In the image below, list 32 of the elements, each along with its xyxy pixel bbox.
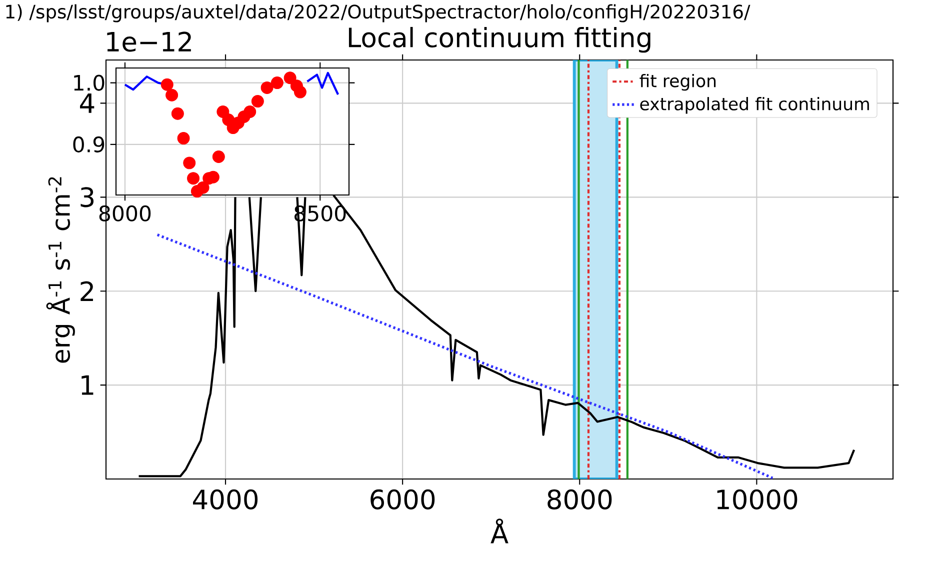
point — [187, 172, 200, 185]
point — [270, 76, 284, 90]
point — [196, 181, 210, 194]
point — [284, 72, 296, 84]
line-series — [156, 233, 774, 479]
ref-line-label: fit region — [640, 74, 716, 91]
text: 1e−12 — [107, 32, 191, 52]
point — [294, 86, 306, 98]
chart-subtitle: 1) /sps/lsst/groups/auxtel/data/2022/OutputSpectractor/holo/configH/20220316/ — [6, 4, 750, 22]
y-tick-label: 3 — [80, 187, 94, 208]
x-tick-label: 6000 — [370, 489, 435, 510]
x-tick-label: 4000 — [193, 489, 258, 510]
y-tick-label: 4 — [80, 94, 94, 113]
y-tick-label: 1 — [82, 375, 94, 395]
point — [260, 81, 274, 94]
point — [160, 78, 174, 91]
x-tick-label: 10000 — [717, 489, 798, 510]
chart-title: Local continuum fitting — [348, 26, 650, 53]
x-axis-title: Å — [490, 518, 508, 544]
point — [251, 95, 264, 108]
point — [177, 132, 190, 145]
point — [212, 150, 225, 164]
point — [183, 156, 196, 170]
point — [244, 106, 256, 118]
y-tick-label: 0.9 — [73, 136, 104, 152]
x-tick-label: 8000 — [548, 489, 612, 510]
legend-label: extrapolated fit continuum — [640, 97, 869, 114]
point — [166, 88, 178, 102]
point — [171, 107, 184, 120]
y-tick-label: 2 — [80, 281, 93, 301]
y-axis-title: erg Å$^{-1}$ s$^{-1}$ cm$^{-2}$ — [46, 177, 75, 363]
y-tick-label: 1.0 — [74, 74, 104, 91]
